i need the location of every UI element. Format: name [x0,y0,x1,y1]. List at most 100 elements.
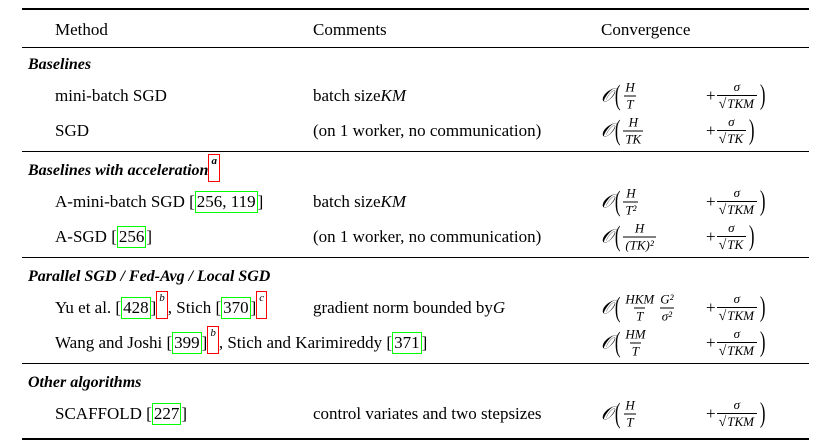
denominator: √TKM [716,342,758,359]
convergence-cell: 𝒪(H T² [601,185,639,218]
paren: ) [759,186,766,217]
math-text: KM [380,86,407,105]
sqrt-fraction: σ √TKM [716,398,758,430]
citation[interactable]: 256 [116,226,147,248]
comment-cell: (on 1 worker, no communication) [313,121,541,141]
footnote-mark[interactable]: c [256,291,268,319]
text: ] [150,298,157,317]
numerator: σ [728,220,735,235]
denominator: √TK [716,130,747,147]
citation[interactable]: 428 [121,297,151,319]
text: Baselines [28,56,92,73]
fraction: G² σ² [658,291,675,324]
citation[interactable]: 256, 119 [194,191,258,213]
convergence-cell: 𝒪(HKM T G² σ² [601,291,677,324]
paren: ( [614,221,621,252]
text: , Stich and Karimireddy [ [218,333,393,352]
paren: ( [614,398,621,429]
text: SGD [55,121,90,140]
fraction: H T² [623,185,639,218]
denominator: TK [623,130,644,147]
sqrt-fraction: σ √TK [716,115,747,147]
text: ] [250,298,257,317]
root-sign: √ [718,132,727,147]
text: (on 1 worker, no communication) [313,227,542,246]
paren: ( [614,115,621,146]
comment-cell: batch size KM [313,192,406,212]
sqrt-fraction: σ √TKM [716,185,758,218]
convergence-cell: 𝒪(H TK [601,115,644,147]
numerator: H [625,397,635,413]
section-rule [22,438,809,440]
header-text: Convergence [601,20,691,39]
comment-cell: gradient norm bounded by G [313,298,505,318]
paren: ( [614,292,621,323]
numerator: H [625,79,635,95]
root-sign: √ [718,97,727,112]
comment-cell: control variates and two stepsizes [313,404,542,424]
convergence-tail: + σ √TKM) [706,292,767,324]
plus: + [706,404,716,423]
paren: ( [614,80,621,111]
text: Wang and Joshi [ [55,333,173,352]
text: A-SGD [ [55,227,117,246]
comment-cell: (on 1 worker, no communication) [313,227,541,247]
method-cell: Wang and Joshi [399] b, Stich and Karimir… [55,326,427,354]
text: control variates and two stepsizes [313,404,542,423]
method-cell: SCAFFOLD [227] [55,403,187,425]
method-cell: A-SGD [256] [55,226,152,248]
denominator: √TKM [716,201,758,218]
convergence-tail: + σ √TKM) [706,327,767,359]
denominator: √TKM [716,413,758,430]
citation[interactable]: 399 [172,332,202,354]
section-rule [22,363,809,364]
numerator: σ [733,79,741,94]
citation[interactable]: 371 [392,332,422,354]
text: ] [201,333,208,352]
big-o: 𝒪 [601,403,613,424]
convergence-tail: + σ √TKM) [706,186,767,218]
header-cell: Convergence [601,20,690,40]
footnote-mark[interactable]: b [156,291,168,319]
numerator: σ [733,185,741,200]
text: Yu et al. [ [55,298,122,317]
text: Parallel SGD / Fed-Avg / Local SGD [28,268,271,285]
top-rule [22,8,809,10]
numerator: σ [733,326,741,341]
denominator: T² [623,201,639,218]
text: ] [257,192,264,211]
section-title: Baselines with acceleration a [28,154,220,182]
text: ] [146,227,153,246]
root-body: TKM [726,95,756,111]
big-o: 𝒪 [601,332,613,353]
section-rule [22,257,809,258]
numerator: G² [660,291,674,307]
footnote-mark[interactable]: b [207,326,219,354]
denominator: σ² [659,307,674,324]
convergence-cell: 𝒪(H T [601,397,638,430]
footnote-mark[interactable]: a [208,154,220,182]
root-sign: √ [718,344,727,359]
denominator: (TK)² [623,236,656,253]
fraction: H TK [623,115,644,147]
numerator: H [626,185,636,201]
big-o: 𝒪 [601,226,613,247]
convergence-tail: + σ √TK) [706,115,757,147]
root-body: TK [726,236,745,252]
root-body: TKM [726,413,756,429]
text: Baselines with acceleration [28,162,209,179]
paren: ) [759,80,766,111]
fraction: H (TK)² [623,221,656,253]
citation[interactable]: 370 [221,297,251,319]
root-body: TKM [726,307,756,323]
citation[interactable]: 227 [151,403,182,425]
big-o: 𝒪 [601,191,613,212]
paren: ( [614,327,621,358]
convergence-tail: + σ √TKM) [706,80,767,112]
text: Other algorithms [28,374,142,391]
convergence-cell: 𝒪(HM T [601,327,649,359]
convergence-tail: + σ √TKM) [706,398,767,430]
header-cell: Method [55,20,108,40]
text: ] [181,404,188,423]
